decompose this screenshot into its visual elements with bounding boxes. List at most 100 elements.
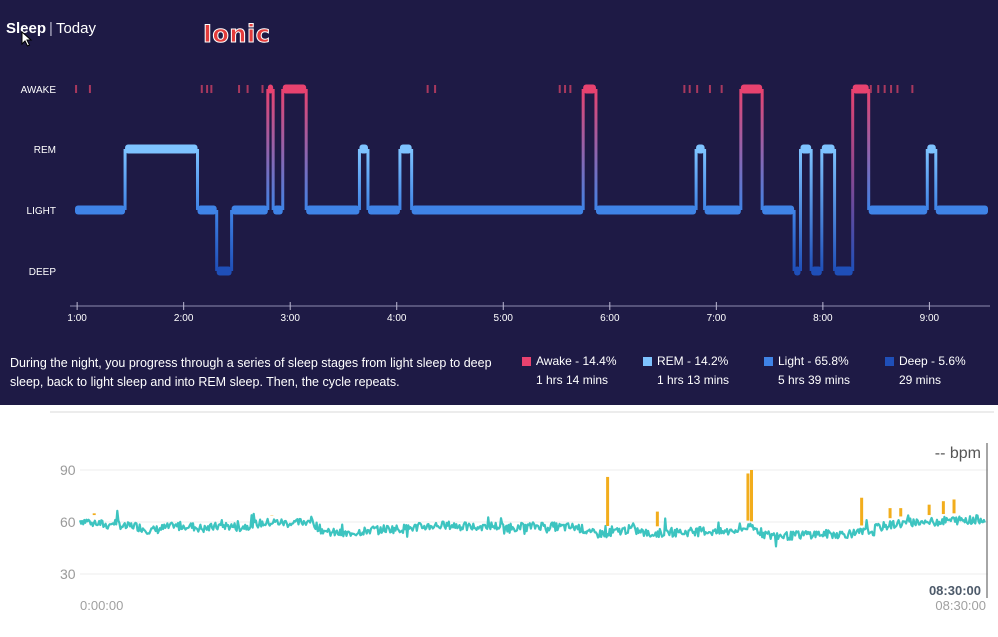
stage-label-awake: AWAKE <box>21 85 57 96</box>
stage-transition <box>934 149 938 210</box>
high-heart-rate-spike <box>655 511 659 527</box>
stage-transition <box>410 149 414 210</box>
stage-transition <box>357 149 361 210</box>
date-range-label[interactable]: Today <box>55 20 96 37</box>
awake-tick <box>206 85 209 93</box>
sleep-stages-chart: AWAKE REM LIGHT DEEP 1:00 2:00 3:00 4:00 5:00 6:0… <box>21 84 990 324</box>
stage-transition <box>196 149 200 210</box>
sleep-segment-light <box>935 205 988 215</box>
stage-transition <box>271 89 275 210</box>
stage-transition <box>703 149 707 210</box>
awake-tick <box>210 85 213 93</box>
high-heart-rate-spike <box>750 470 754 522</box>
legend-label: REM - 14.2% <box>657 354 729 368</box>
x-axis-tick-label: 8:00 <box>813 313 833 324</box>
awake-tick <box>896 85 899 93</box>
stage-transition <box>304 89 308 210</box>
awake-tick <box>246 85 249 93</box>
sleep-segment-light <box>868 205 928 215</box>
sleep-segment-awake <box>583 84 596 94</box>
heart-rate-line <box>78 509 986 548</box>
stage-transition <box>809 149 813 271</box>
sleep-segment-deep <box>811 266 822 276</box>
stage-label-deep: DEEP <box>29 267 57 278</box>
x-axis-tick-label: 4:00 <box>387 313 407 324</box>
sleep-segment-light <box>231 205 268 215</box>
bpm-readout: -- bpm <box>935 445 981 462</box>
x-axis-tick-label: 3:00 <box>280 313 300 324</box>
legend-duration: 29 mins <box>899 373 942 387</box>
awake-tick <box>200 85 203 93</box>
sleep-segment-awake <box>852 84 869 94</box>
awake-tick <box>696 85 699 93</box>
high-heart-rate-spike <box>746 473 750 521</box>
sleep-segment-light <box>197 205 217 215</box>
awake-tick <box>720 85 723 93</box>
sleep-segment-rem <box>821 144 835 154</box>
stage-transition <box>281 89 285 210</box>
high-heart-rate-spike <box>888 508 892 519</box>
awake-tick <box>683 85 686 93</box>
sleep-segment-rem <box>359 144 368 154</box>
x-axis-tick-label: 2:00 <box>174 313 194 324</box>
x-axis-end-label: 08:30:00 <box>935 598 986 613</box>
sleep-segment-deep <box>216 266 232 276</box>
legend-duration: 1 hrs 14 mins <box>536 373 609 387</box>
legend-item-rem: REM - 14.2% 1 hrs 13 mins <box>643 354 729 387</box>
stage-transition <box>594 89 598 210</box>
x-axis-tick-label: 6:00 <box>600 313 620 324</box>
awake-tick <box>88 85 91 93</box>
y-axis-tick-label: 90 <box>60 462 76 478</box>
stage-transition <box>398 149 402 210</box>
x-axis-tick-label: 9:00 <box>920 313 940 324</box>
stage-transition <box>867 89 871 210</box>
sleep-segment-awake <box>267 84 274 94</box>
heart-rate-chart[interactable]: 30 60 90 -- bpm 08:30:00 0:00:00 08:30:00 <box>0 405 998 637</box>
awake-tick <box>558 85 561 93</box>
stage-transition <box>833 149 837 271</box>
x-axis-tick-label: 7:00 <box>707 313 727 324</box>
sleep-segment-rem <box>125 144 198 154</box>
legend-item-awake: Awake - 14.4% 1 hrs 14 mins <box>522 354 617 387</box>
high-heart-rate-spike <box>860 497 864 526</box>
x-axis-tick-label: 5:00 <box>494 313 514 324</box>
sleep-segment-light <box>273 205 283 215</box>
awake-tick <box>564 85 567 93</box>
stage-label-light: LIGHT <box>27 206 56 217</box>
legend-swatch-awake <box>522 357 531 366</box>
high-heart-rate-spike <box>952 499 956 514</box>
sleep-segment-light <box>595 205 697 215</box>
sleep-segment-light <box>411 205 584 215</box>
x-axis-start-label: 0:00:00 <box>80 598 123 613</box>
awake-tick <box>911 85 914 93</box>
legend-duration: 5 hrs 39 mins <box>778 373 851 387</box>
sleep-segment-deep <box>794 266 801 276</box>
legend-item-deep: Deep - 5.6% 29 mins <box>885 354 966 387</box>
awake-tick <box>569 85 572 93</box>
stage-transition <box>925 149 929 210</box>
awake-tick <box>688 85 691 93</box>
stage-transition <box>694 149 698 210</box>
stage-transition <box>851 89 855 271</box>
legend-duration: 1 hrs 13 mins <box>657 373 730 387</box>
awake-tick <box>869 85 872 93</box>
high-heart-rate-spike <box>606 476 610 526</box>
sleep-segment-deep <box>834 266 853 276</box>
legend-label: Light - 65.8% <box>778 354 849 368</box>
sleep-segment-rem <box>800 144 812 154</box>
stage-transition <box>798 149 802 271</box>
high-heart-rate-spike <box>927 504 931 516</box>
legend-label: Deep - 5.6% <box>899 354 966 368</box>
stage-transition <box>792 210 796 271</box>
sleep-segment-light <box>306 205 360 215</box>
mouse-pointer-icon <box>21 31 33 47</box>
stage-transition <box>760 89 764 210</box>
legend-item-light: Light - 65.8% 5 hrs 39 mins <box>764 354 850 387</box>
stage-transition <box>739 89 743 210</box>
sleep-segment-light <box>367 205 400 215</box>
awake-tick <box>426 85 429 93</box>
sleep-segment-awake <box>740 84 763 94</box>
sleep-segment-awake <box>282 84 307 94</box>
sleep-segment-rem <box>696 144 705 154</box>
device-watermark: Ionic <box>202 20 271 49</box>
